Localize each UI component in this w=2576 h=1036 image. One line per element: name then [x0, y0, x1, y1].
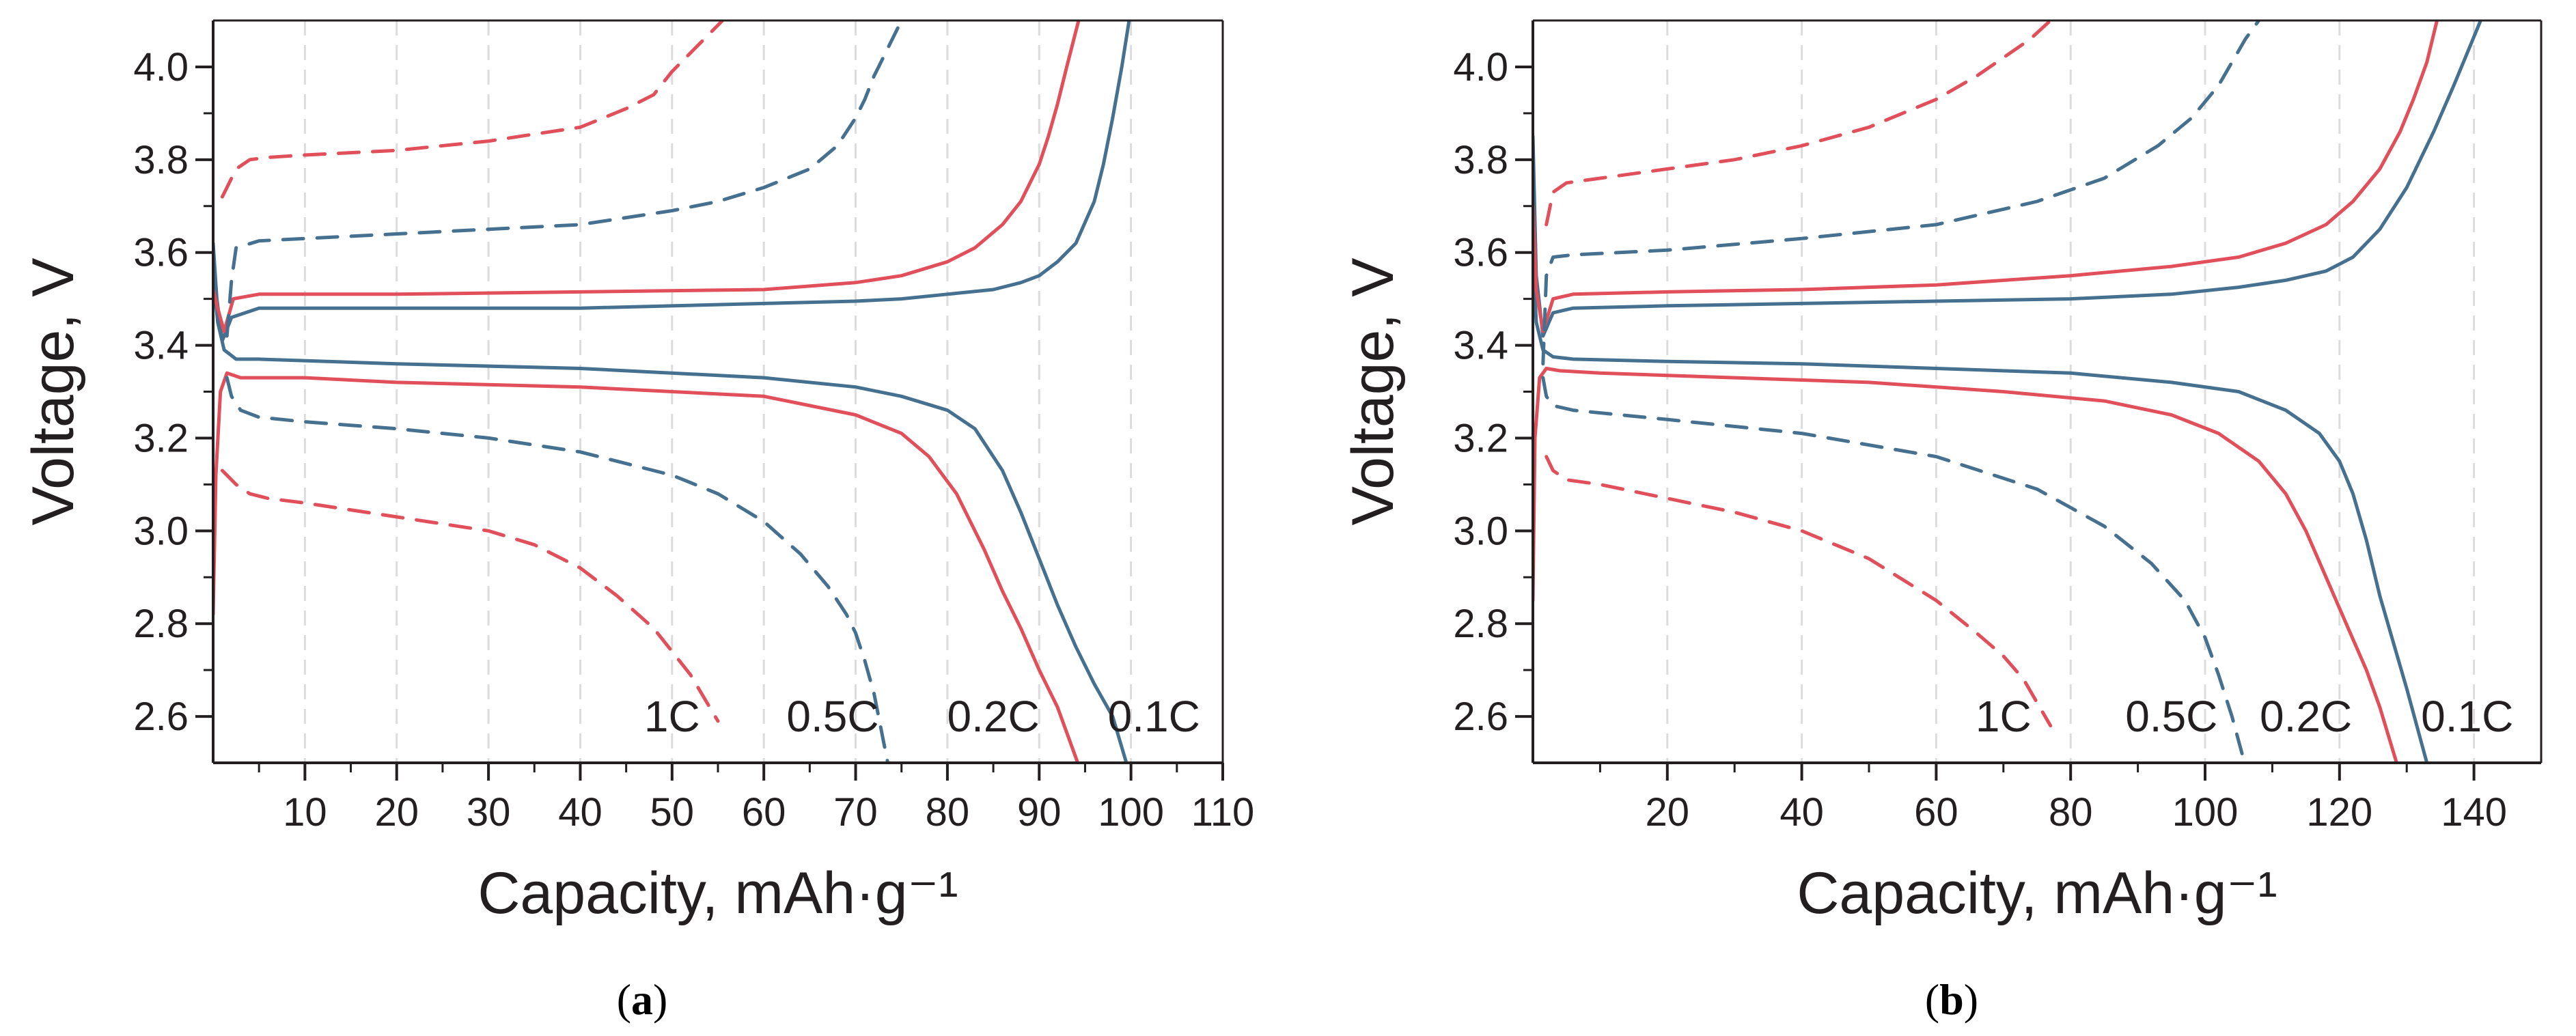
y-axis-title: Voltage, V [1340, 257, 1406, 525]
y-tick-label: 3.2 [1453, 416, 1508, 460]
x-tick-label: 80 [926, 790, 970, 835]
y-tick-label: 3.8 [133, 138, 189, 182]
series-line-0-2c-charge [213, 20, 1081, 333]
x-tick-label: 20 [1646, 790, 1690, 835]
y-tick-label: 4.0 [133, 45, 189, 89]
x-tick-label: 40 [558, 790, 603, 835]
x-axis-title: Capacity, mAh·g⁻¹ [477, 860, 958, 926]
series-line-0-5c-discharge [225, 376, 890, 763]
y-tick-label: 3.4 [1453, 324, 1508, 368]
series-line-0-1c-discharge [213, 274, 1128, 763]
x-tick-label: 140 [2441, 790, 2507, 835]
y-axis-title: Voltage, V [20, 257, 86, 525]
chart-panel-b: 20 40 60 80 100 120 140 2.6 2.8 3.0 3.2 3.4 3.6 3.8 4.… [1340, 19, 2543, 926]
x-tick-label: 40 [1779, 790, 1824, 835]
y-tick-label: 3.4 [133, 324, 189, 368]
series-group [213, 20, 1131, 763]
series-line-0-2c-charge [1533, 20, 2439, 333]
y-tick-label: 3.0 [133, 509, 189, 553]
series-line-0-2c-discharge [213, 371, 1080, 763]
y-tick-label: 2.6 [133, 695, 189, 739]
series-line-1c-discharge [220, 468, 720, 723]
y-tick-label: 2.6 [1453, 695, 1508, 739]
x-tick-label: 80 [2049, 790, 2093, 835]
x-tick-label: 90 [1017, 790, 1062, 835]
x-tick-label: 70 [833, 790, 878, 835]
rate-label: 1C [644, 692, 700, 741]
x-axis-title: Capacity, mAh·g⁻¹ [1797, 860, 2277, 926]
series-line-0-1c-charge [213, 20, 1131, 343]
x-tick-label: 110 [1191, 790, 1254, 835]
x-tick-label: 50 [650, 790, 695, 835]
x-tick-label: 60 [742, 790, 786, 835]
rate-label: 0.2C [947, 692, 1039, 741]
panel-label-b: (b) [1925, 975, 1978, 1024]
y-tick-label: 2.8 [133, 602, 189, 646]
series-line-1c-charge [1545, 20, 2053, 227]
x-tick-label: 60 [1914, 790, 1958, 835]
y-tick-label: 4.0 [1453, 45, 1508, 89]
x-tick-label: 10 [283, 790, 327, 835]
y-tick-label: 3.8 [1453, 138, 1508, 182]
series-line-0-1c-charge [1533, 20, 2482, 338]
rate-label: 0.1C [2421, 692, 2513, 741]
series-line-0-2c-discharge [1533, 367, 2398, 763]
y-tick-label: 3.2 [133, 416, 189, 460]
rate-label: 1C [1976, 692, 2032, 741]
series-line-0-5c-charge [225, 20, 904, 338]
x-tick-label: 100 [1098, 790, 1164, 835]
series-line-0-5c-charge [1541, 20, 2261, 366]
rate-label: 0.1C [1108, 692, 1200, 741]
series-line-1c-charge [220, 20, 725, 199]
series-line-0-5c-discharge [1541, 376, 2244, 755]
y-tick-label: 3.6 [133, 231, 189, 275]
x-tick-label: 30 [467, 790, 511, 835]
y-tick-label: 3.6 [1453, 231, 1508, 275]
chart-panel-a: 10 20 30 40 50 60 70 80 90 100 110 2.6 2.8 3.0 3.2 3.4 3… [20, 19, 1254, 926]
rate-label: 0.5C [2125, 692, 2217, 741]
x-tick-label: 20 [374, 790, 419, 835]
series-group [1533, 20, 2482, 763]
panel-label-a: (a) [617, 975, 668, 1024]
rate-label: 0.2C [2260, 692, 2352, 741]
y-tick-label: 2.8 [1453, 602, 1508, 646]
x-tick-label: 100 [2172, 790, 2239, 835]
rate-label: 0.5C [786, 692, 878, 741]
series-line-0-1c-discharge [1533, 251, 2429, 763]
series-line-1c-discharge [1545, 455, 2053, 728]
y-tick-label: 3.0 [1453, 509, 1508, 553]
x-tick-label: 120 [2306, 790, 2372, 835]
